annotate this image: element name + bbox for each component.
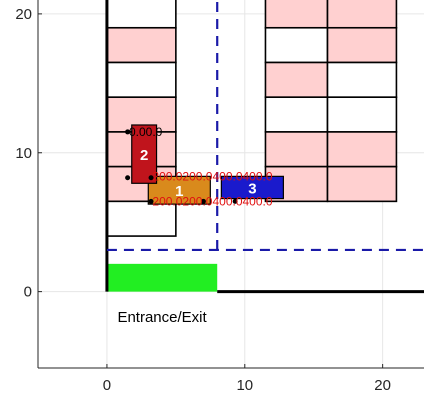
annotations: 0.00.0 200.0200.0400.0400.0 200.0200.0400.… bbox=[129, 125, 273, 208]
vehicle-label-1: 1 bbox=[175, 183, 183, 200]
waypoint-marker bbox=[200, 198, 206, 204]
waypoint-marker bbox=[148, 175, 154, 181]
entrance-label: Entrance/Exit bbox=[117, 309, 207, 326]
right-parking-spot bbox=[264, 26, 329, 64]
vehicle-1 bbox=[147, 175, 211, 205]
left-parking-spot bbox=[106, 0, 177, 29]
dashed-guides bbox=[106, 0, 424, 252]
x-tick-label: 20 bbox=[374, 377, 391, 394]
x-tick-label: 0 bbox=[103, 377, 111, 394]
right-parking-spot bbox=[264, 0, 329, 29]
right-parking-spot bbox=[264, 96, 329, 133]
right-parking-spot bbox=[326, 165, 398, 203]
entrance-area: Entrance/Exit bbox=[106, 263, 218, 326]
left-parking-spot bbox=[106, 61, 177, 99]
x-tick-label: 10 bbox=[236, 377, 253, 394]
annotation-label: 200.0200.0400.0400.0 bbox=[152, 194, 272, 208]
y-tick-label: 20 bbox=[15, 6, 32, 23]
waypoint-marker bbox=[148, 198, 154, 204]
vehicle-2 bbox=[131, 124, 158, 184]
waypoint-markers bbox=[125, 129, 238, 204]
left-parking-spot bbox=[106, 26, 177, 64]
annotation-label: 0.00.0 bbox=[129, 125, 163, 139]
vehicles: 1 2 3 bbox=[131, 124, 284, 205]
right-parking-spot bbox=[326, 26, 398, 64]
walls bbox=[105, 0, 424, 294]
waypoint-marker bbox=[125, 129, 131, 135]
right-parking-spot bbox=[326, 0, 398, 29]
entrance-zone bbox=[106, 263, 218, 292]
y-tick-label: 10 bbox=[15, 145, 32, 162]
vehicle-3 bbox=[220, 175, 284, 200]
right-parking-spot bbox=[264, 131, 329, 168]
right-parking-spot bbox=[264, 61, 329, 99]
annotation-label: 200.0200.0400.0400.0 bbox=[152, 169, 272, 183]
waypoint-marker bbox=[232, 198, 238, 204]
right-parking-spot bbox=[326, 131, 398, 168]
axes: 0 10 20 0 10 20 bbox=[15, 0, 424, 394]
y-tick-label: 0 bbox=[24, 284, 32, 301]
waypoint-marker bbox=[125, 175, 131, 181]
vehicle-label-2: 2 bbox=[140, 147, 148, 164]
vehicle-label-3: 3 bbox=[248, 180, 256, 197]
right-parking-spot bbox=[326, 61, 398, 99]
right-parking-spot bbox=[326, 96, 398, 133]
